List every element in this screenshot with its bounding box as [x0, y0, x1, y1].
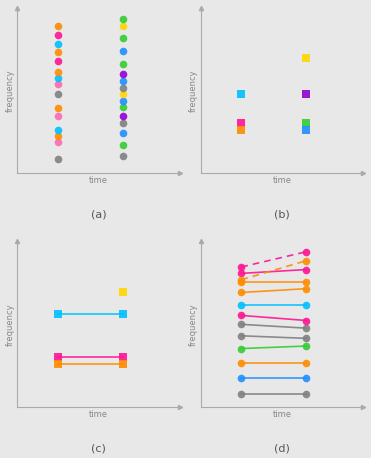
Text: (c): (c) — [91, 444, 106, 453]
Y-axis label: frequency: frequency — [189, 303, 198, 346]
Text: (b): (b) — [274, 210, 290, 220]
Y-axis label: frequency: frequency — [6, 303, 14, 346]
X-axis label: time: time — [273, 176, 292, 185]
X-axis label: time: time — [89, 410, 108, 419]
Text: (d): (d) — [274, 444, 290, 453]
X-axis label: time: time — [89, 176, 108, 185]
X-axis label: time: time — [273, 410, 292, 419]
Y-axis label: frequency: frequency — [189, 69, 198, 112]
Y-axis label: frequency: frequency — [6, 69, 14, 112]
Text: (a): (a) — [91, 210, 106, 220]
